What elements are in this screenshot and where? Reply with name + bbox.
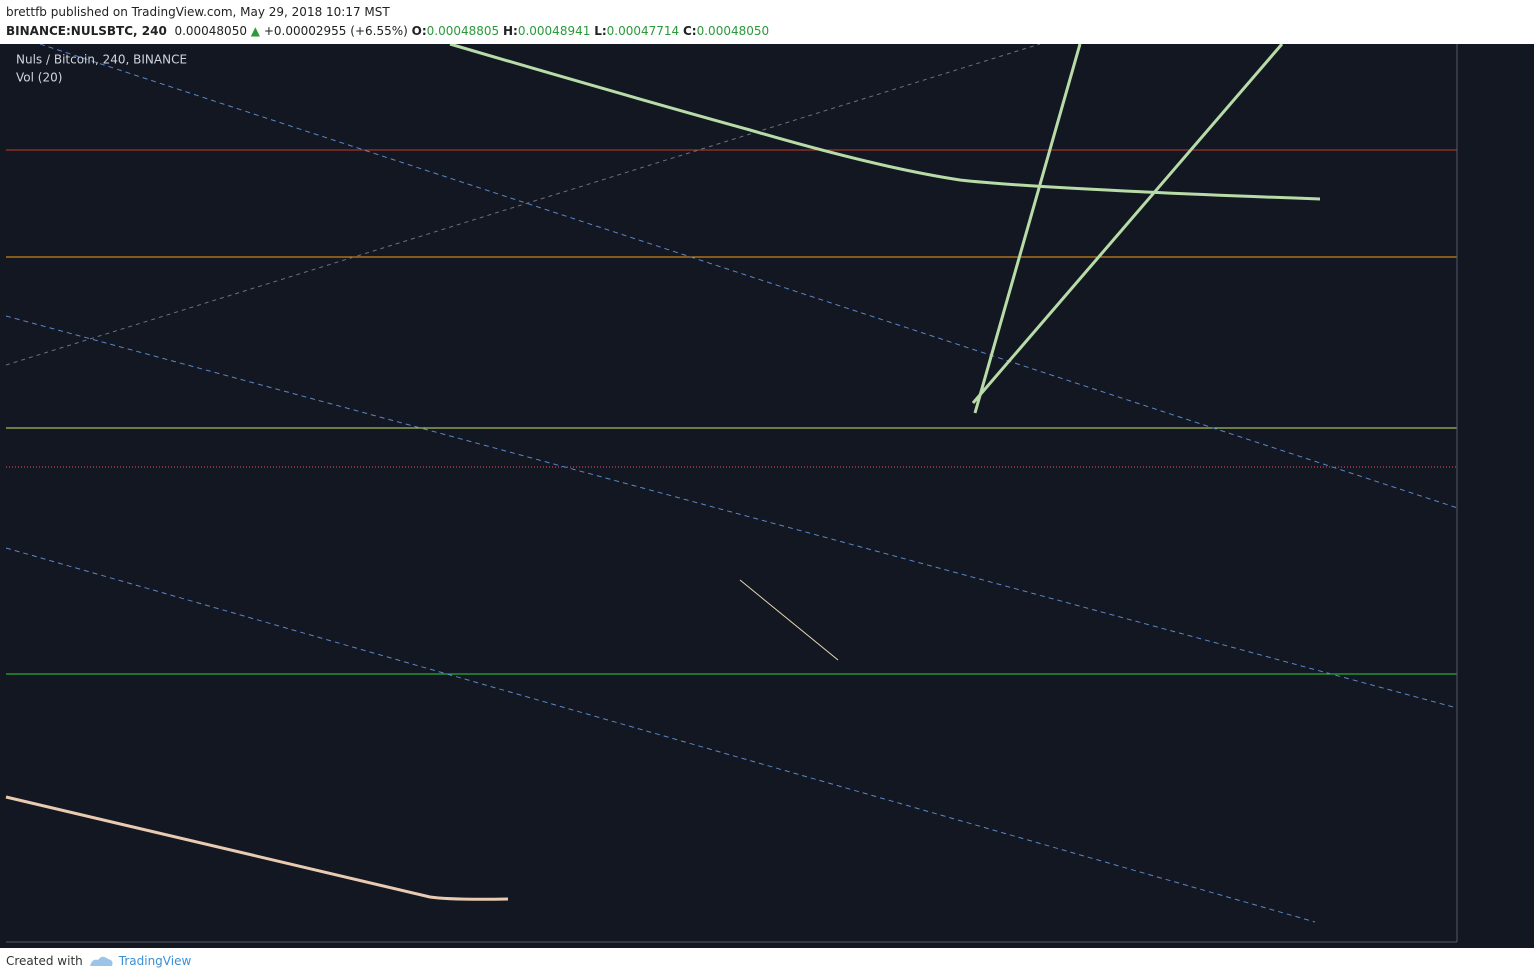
drawings	[5, 44, 1534, 923]
footer: Created with TradingView	[6, 954, 191, 968]
projection	[973, 44, 1082, 414]
brand: TradingView	[118, 954, 192, 968]
symbol: BINANCE:NULSBTC, 240	[6, 24, 167, 38]
header: brettfb published on TradingView.com, Ma…	[6, 3, 769, 41]
ohlc-label: H:	[502, 24, 518, 38]
trendline	[5, 547, 1316, 923]
ohlc-label: O:	[411, 24, 427, 38]
logo	[90, 956, 113, 966]
ohlc-value: 0.00047714	[606, 24, 680, 38]
chart: Nuls / Bitcoin, 240, BINANCE Vol (20)	[0, 44, 1534, 948]
axis-panel	[1457, 44, 1534, 948]
background	[0, 44, 1534, 948]
symbol-line: BINANCE:NULSBTC, 240 0.00048050 ▲ +0.000…	[6, 22, 769, 41]
projection	[971, 44, 1284, 404]
ohlc-label: L:	[594, 24, 607, 38]
ohlc-label: C:	[683, 24, 697, 38]
ohlc-value: 0.00048941	[517, 24, 591, 38]
change: +0.00002955 (+6.55%)	[263, 24, 408, 38]
legend-vol: Vol (20)	[16, 71, 62, 85]
trendline	[39, 44, 1534, 534]
ohlc-value: 0.00048050	[696, 24, 770, 38]
last: 0.00048050	[174, 24, 247, 38]
arrow: ▲	[250, 24, 261, 38]
ohlc-value: 0.00048805	[426, 24, 500, 38]
curve	[449, 44, 1321, 201]
trendline	[5, 315, 1458, 709]
cloud	[90, 956, 113, 966]
legend-main: Nuls / Bitcoin, 240, BINANCE	[16, 53, 187, 67]
ohlc: O:0.00048805 H:0.00048941 L:0.00047714 C…	[412, 24, 770, 38]
created: Created with	[6, 954, 83, 968]
trendline	[739, 579, 839, 661]
volume-drawing	[5, 795, 509, 901]
publisher: brettfb published on TradingView.com, Ma…	[6, 5, 390, 19]
